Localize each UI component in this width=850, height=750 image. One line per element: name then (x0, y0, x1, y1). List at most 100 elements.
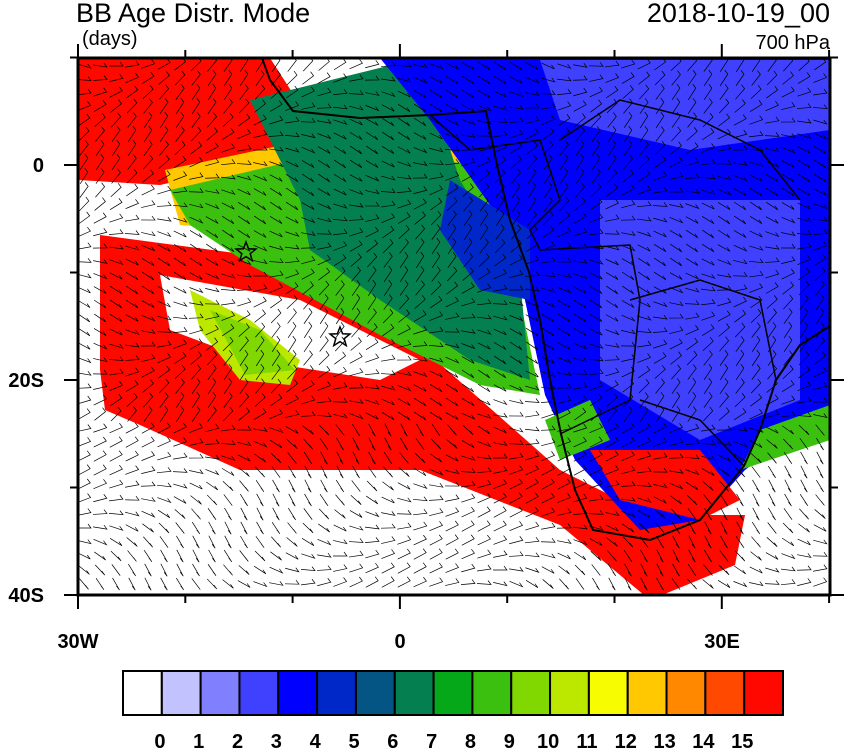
wind-barb (431, 266, 441, 282)
wind-barb (589, 423, 603, 434)
wind-barb (349, 159, 363, 169)
wind-barb (236, 285, 252, 291)
wind-barb (365, 524, 380, 530)
wind-barb (188, 188, 204, 193)
wind-barb (573, 258, 588, 264)
wind-barb (685, 216, 699, 224)
wind-barb (221, 143, 236, 153)
wind-barb (110, 406, 122, 422)
wind-barb (541, 241, 556, 251)
wind-barb (381, 398, 395, 406)
wind-barb (461, 534, 475, 546)
wind-barb (253, 565, 267, 575)
wind-barb (109, 213, 124, 223)
wind-barb (574, 407, 587, 421)
wind-barb (543, 196, 553, 212)
wind-barb (733, 259, 748, 265)
wind-barb (589, 285, 603, 295)
wind-barb (575, 578, 585, 590)
wind-barb (797, 553, 812, 558)
wind-barb (752, 493, 760, 507)
wind-barb (413, 198, 427, 210)
wind-barb (78, 327, 91, 337)
wind-barb (191, 391, 201, 409)
wind-barb (236, 160, 252, 165)
wind-barb (765, 552, 779, 560)
wind-barb (285, 160, 299, 168)
wind-barb (525, 478, 539, 490)
wind-barb (622, 169, 634, 183)
wind-barb (269, 566, 284, 574)
wind-barb (285, 231, 300, 237)
wind-barb (349, 74, 364, 82)
lon-label-0: 0 (394, 631, 405, 653)
wind-barb (477, 329, 492, 335)
wind-barb (797, 118, 812, 124)
wind-barb (736, 521, 744, 535)
wind-barb (429, 562, 443, 574)
wind-barb (78, 395, 92, 405)
wind-barb (732, 272, 748, 277)
wind-barb (269, 245, 284, 251)
wind-barb (399, 251, 409, 268)
wind-barb (269, 283, 283, 294)
wind-barb (317, 242, 332, 250)
wind-barb (622, 285, 635, 295)
wind-barb (781, 268, 795, 280)
wind-barb (128, 577, 136, 591)
wind-barb (783, 438, 794, 450)
wind-barb (207, 406, 217, 422)
wind-barb (400, 437, 408, 451)
wind-barb (720, 507, 728, 521)
wind-barb (700, 174, 716, 180)
wind-barb (623, 406, 633, 422)
wind-barb (621, 451, 635, 462)
wind-barb (557, 450, 571, 462)
wind-barb (687, 508, 697, 520)
wind-barb (110, 299, 123, 309)
wind-barb (653, 230, 667, 238)
wind-barb (621, 511, 636, 518)
wind-barb (301, 133, 316, 139)
wind-barb (589, 494, 604, 502)
wind-barb (109, 343, 124, 349)
wind-barb (221, 243, 235, 253)
wind-barb (556, 257, 572, 263)
wind-barb (205, 287, 220, 293)
wind-barb (591, 564, 601, 576)
wind-barb (572, 243, 588, 249)
wind-barb (717, 441, 732, 446)
wind-barb (381, 385, 396, 391)
wind-barb (622, 392, 634, 408)
wind-barb (621, 199, 636, 209)
wind-barb (237, 259, 252, 266)
wind-barb (173, 483, 188, 489)
wind-barb (109, 381, 124, 391)
wind-barb (750, 84, 762, 100)
wind-barb (511, 210, 521, 226)
wind-barb (125, 299, 139, 309)
wind-barb (656, 577, 664, 591)
map-field (78, 58, 830, 595)
wind-barb (653, 217, 668, 223)
colorbar-swatch (277, 670, 319, 716)
wind-barb (253, 174, 268, 182)
wind-barb (749, 440, 763, 448)
wind-barb (669, 326, 684, 335)
wind-barb (366, 323, 378, 338)
wind-barb (621, 422, 635, 434)
wind-barb (205, 203, 220, 210)
wind-barb (413, 467, 427, 477)
wind-barb (208, 549, 216, 563)
wind-barb (92, 75, 108, 81)
wind-barb (207, 364, 217, 380)
wind-barb (685, 203, 700, 210)
wind-barb (477, 506, 491, 518)
wind-barb (413, 483, 428, 489)
wind-barb (621, 72, 635, 84)
wind-barb (240, 493, 248, 507)
wind-barb (173, 217, 188, 223)
wind-barb (589, 436, 603, 448)
wind-barb (621, 231, 636, 236)
wind-barb (270, 201, 283, 211)
